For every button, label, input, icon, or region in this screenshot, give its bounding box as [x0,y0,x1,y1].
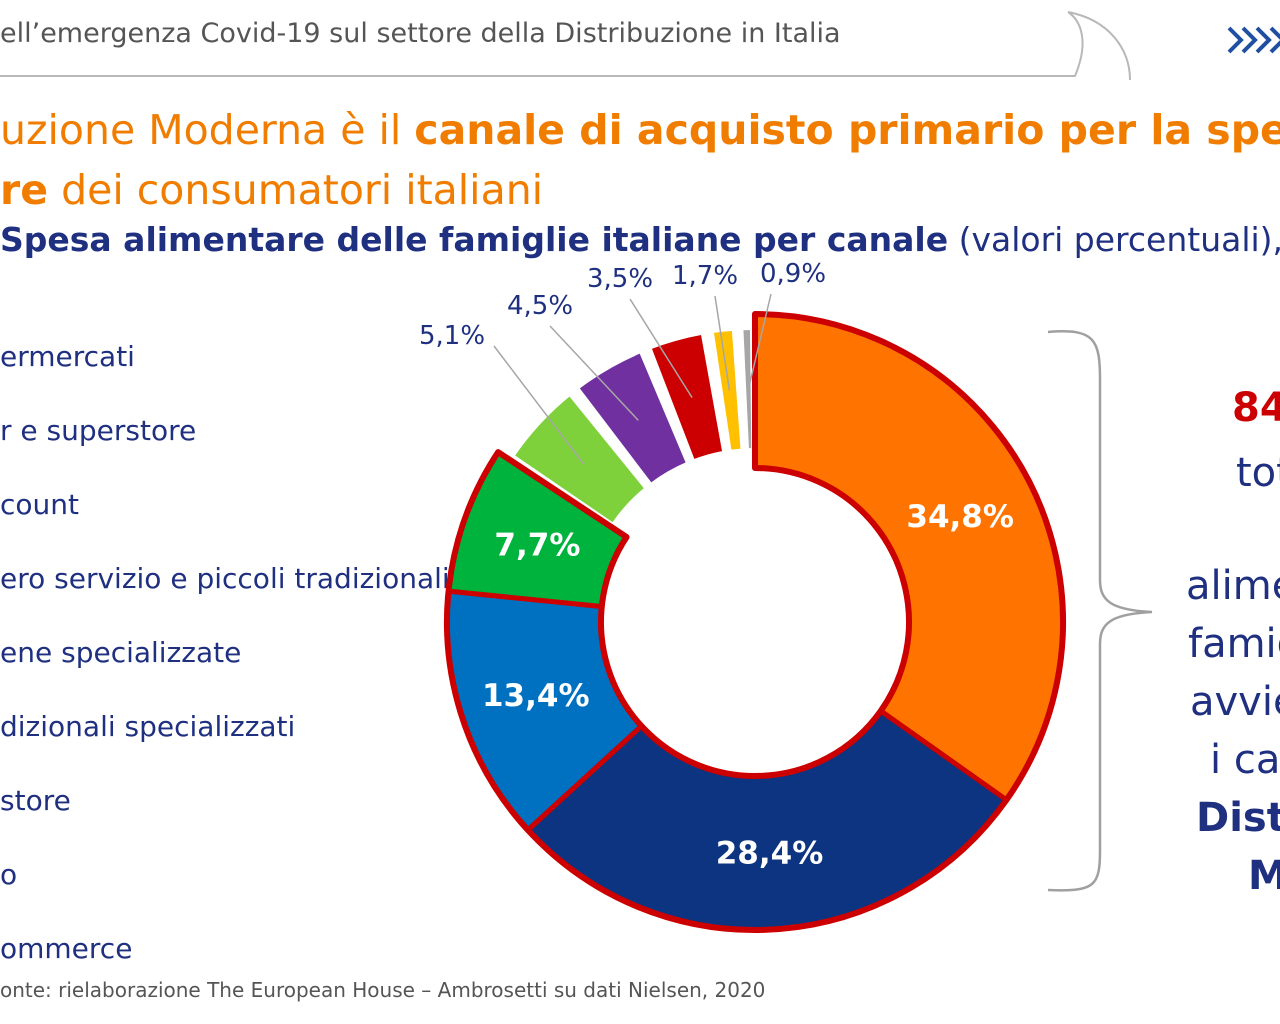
header-title: ell’emergenza Covid-19 sul settore della… [0,18,841,49]
callout-bracket [1047,330,1153,892]
header-divider [0,11,1131,81]
callout-line: alime [1186,563,1280,609]
callout-line-bold: Dist [1196,795,1280,841]
callout-percentage: 84 [1232,385,1280,431]
chart-title-normal: (valori percentuali), 20 [958,220,1280,259]
company-logo [1227,26,1280,54]
leader-line [629,298,693,399]
donut-slice [752,311,1066,803]
callout-line: i ca [1210,737,1280,783]
title-line2-bold: re [0,166,49,210]
modern-distribution-outline [444,311,1066,933]
slice-value-label: 34,8% [906,499,1014,535]
callout-text: 84 tot alime famig avvie i ca Dist M [1160,385,1280,905]
slice-value-label: 5,1% [419,321,485,351]
callout-line: tot [1236,450,1280,496]
legend-item: ero servizio e piccoli tradizionali [0,562,450,595]
leader-line [493,345,585,465]
legend-item: ene specializzate [0,636,242,669]
title-line1-normal: uzione Moderna è il [0,106,415,154]
legend-item: count [0,488,79,521]
leader-line [714,295,731,391]
legend-item: store [0,784,71,817]
source-note: onte: rielaborazione The European House … [0,978,766,1002]
callout-line-bold: M [1248,853,1280,899]
callout-line: famig [1188,621,1280,667]
donut-slice [709,326,745,454]
slice-value-label: 13,4% [482,678,590,714]
slice-value-label: 7,7% [494,527,580,563]
chart-title: Spesa alimentare delle famiglie italiane… [0,220,1280,259]
legend-item: dizionali specializzati [0,710,296,743]
slice-value-label: 0,9% [760,259,826,289]
donut-slice [647,330,727,464]
callout-line: avvie [1190,679,1280,725]
slice-value-label: 3,5% [587,264,653,294]
legend-item: o [0,858,18,891]
slice-value-label: 1,7% [672,261,738,291]
chart-title-bold: Spesa alimentare delle famiglie italiane… [0,220,949,259]
leader-line [747,293,772,390]
title-line2-normal: dei consumatori italiani [48,166,544,210]
legend-item: ommerce [0,932,133,965]
legend-item: ermercati [0,340,135,373]
slice-value-label: 28,4% [716,836,824,872]
legend-item: r e superstore [0,414,197,447]
slide-title: uzione Moderna è il canale di acquisto p… [0,100,1280,210]
leader-line [549,325,639,421]
title-line1-bold: canale di acquisto primario per la spes [414,106,1280,154]
slice-value-label: 4,5% [507,291,573,321]
